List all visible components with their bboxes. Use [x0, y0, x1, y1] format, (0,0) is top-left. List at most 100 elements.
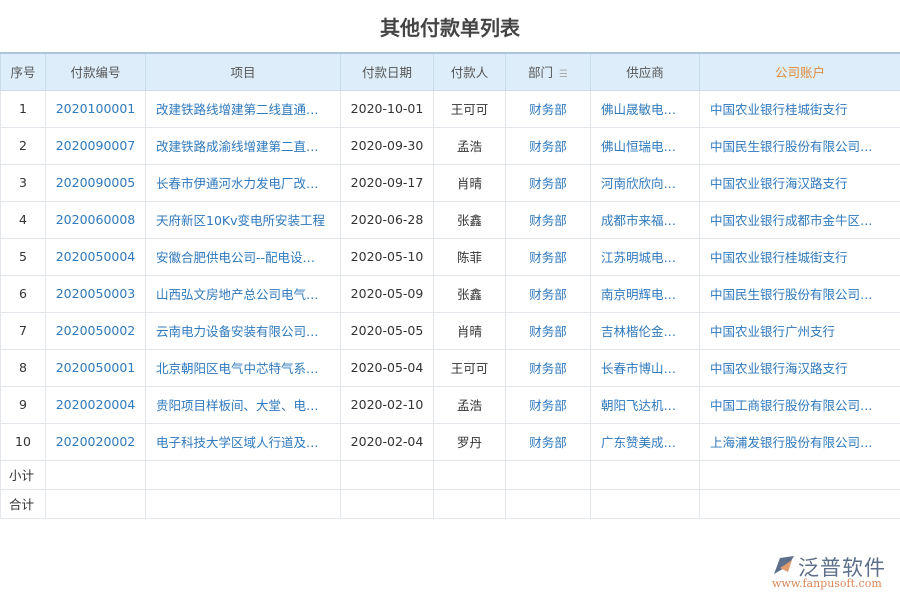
cell-account[interactable]: 中国民生银行股份有限公司…: [699, 126, 900, 165]
col-supplier[interactable]: 供应商: [590, 52, 700, 91]
col-payer[interactable]: 付款人: [433, 52, 506, 91]
cell-index: 7: [0, 311, 46, 350]
col-date[interactable]: 付款日期: [340, 52, 434, 91]
cell-account[interactable]: 中国农业银行海汉路支行: [699, 163, 900, 202]
cell-account[interactable]: 中国农业银行桂城街支行: [699, 89, 900, 128]
cell-payer: 张鑫: [433, 274, 506, 313]
table-row[interactable]: 8 2020050001 北京朝阳区电气中芯特气系… 2020-05-04 王可可 财务部…: [0, 348, 900, 387]
cell-payment-no[interactable]: 2020060008: [45, 200, 146, 239]
cell-account[interactable]: 中国民生银行股份有限公司…: [699, 274, 900, 313]
cell-department[interactable]: 财务部: [505, 422, 591, 461]
cell-payment-no[interactable]: 2020020002: [45, 422, 146, 461]
cell-payment-no[interactable]: 2020050003: [45, 274, 146, 313]
cell-department[interactable]: 财务部: [505, 348, 591, 387]
col-index[interactable]: 序号: [0, 52, 46, 91]
col-account[interactable]: 公司账户: [699, 52, 900, 91]
cell-supplier[interactable]: 朝阳飞达机…: [590, 385, 700, 424]
cell-project[interactable]: 长春市伊通河水力发电厂改…: [145, 163, 341, 202]
cell-department[interactable]: 财务部: [505, 126, 591, 165]
col-department[interactable]: 部门 ☰: [505, 52, 591, 91]
cell-department[interactable]: 财务部: [505, 163, 591, 202]
cell-project[interactable]: 贵阳项目样板间、大堂、电…: [145, 385, 341, 424]
sort-icon[interactable]: ☰: [559, 69, 568, 81]
cell-payer: 陈菲: [433, 237, 506, 276]
cell-project[interactable]: 山西弘文房地产总公司电气…: [145, 274, 341, 313]
table-row[interactable]: 2 2020090007 改建铁路成渝线增建第二直… 2020-09-30 孟浩 财务部佛…: [0, 126, 900, 165]
total-row-label: 合计: [0, 488, 46, 519]
cell-project[interactable]: 改建铁路线增建第二线直通…: [145, 89, 341, 128]
summary-cell: [433, 459, 506, 490]
cell-project[interactable]: 天府新区10Kv变电所安装工程: [145, 200, 341, 239]
cell-supplier[interactable]: 广东赞美成…: [590, 422, 700, 461]
cell-date: 2020-02-10: [340, 385, 434, 424]
cell-account[interactable]: 中国农业银行桂城街支行: [699, 237, 900, 276]
cell-department[interactable]: 财务部: [505, 200, 591, 239]
logo-mark-icon: [774, 556, 794, 574]
cell-index: 10: [0, 422, 46, 461]
page-title: 其他付款单列表: [380, 16, 520, 40]
cell-supplier[interactable]: 江苏明城电…: [590, 237, 700, 276]
cell-supplier[interactable]: 成都市来福…: [590, 200, 700, 239]
cell-supplier[interactable]: 佛山晟敏电…: [590, 89, 700, 128]
cell-payment-no[interactable]: 2020020004: [45, 385, 146, 424]
table-row[interactable]: 7 2020050002 云南电力设备安装有限公司… 2020-05-05 肖晴 财务部吉…: [0, 311, 900, 350]
cell-index: 9: [0, 385, 46, 424]
cell-account[interactable]: 中国工商银行股份有限公司…: [699, 385, 900, 424]
cell-project[interactable]: 电子科技大学区域人行道及…: [145, 422, 341, 461]
cell-department[interactable]: 财务部: [505, 385, 591, 424]
cell-payer: 王可可: [433, 348, 506, 387]
cell-account[interactable]: 中国农业银行广州支行: [699, 311, 900, 350]
cell-date: 2020-05-09: [340, 274, 434, 313]
cell-index: 5: [0, 237, 46, 276]
summary-cell: [145, 488, 341, 519]
summary-cell: [505, 459, 591, 490]
table-row[interactable]: 1 2020100001 改建铁路线增建第二线直通… 2020-10-01 王可可 财务部…: [0, 89, 900, 128]
table-row[interactable]: 3 2020090005 长春市伊通河水力发电厂改… 2020-09-17 肖晴 财务部河…: [0, 163, 900, 202]
cell-payment-no[interactable]: 2020050002: [45, 311, 146, 350]
summary-cell: [505, 488, 591, 519]
total-row: 合计: [0, 488, 900, 519]
cell-payment-no[interactable]: 2020050001: [45, 348, 146, 387]
cell-supplier[interactable]: 河南欣欣向…: [590, 163, 700, 202]
table-row[interactable]: 10 2020020002 电子科技大学区域人行道及… 2020-02-04 罗丹 财务部…: [0, 422, 900, 461]
cell-payment-no[interactable]: 2020090005: [45, 163, 146, 202]
fanpu-logo: 泛普软件 www.fanpusoft.com: [770, 552, 895, 592]
cell-project[interactable]: 安徽合肥供电公司--配电设…: [145, 237, 341, 276]
table-row[interactable]: 5 2020050004 安徽合肥供电公司--配电设… 2020-05-10 陈菲 财务部…: [0, 237, 900, 276]
cell-payment-no[interactable]: 2020090007: [45, 126, 146, 165]
col-project[interactable]: 项目: [145, 52, 341, 91]
summary-cell: [433, 488, 506, 519]
cell-project[interactable]: 改建铁路成渝线增建第二直…: [145, 126, 341, 165]
cell-payer: 孟浩: [433, 126, 506, 165]
cell-supplier[interactable]: 吉林楷伦金…: [590, 311, 700, 350]
cell-date: 2020-09-30: [340, 126, 434, 165]
logo-url: www.fanpusoft.com: [772, 577, 882, 590]
cell-account[interactable]: 上海浦发银行股份有限公司…: [699, 422, 900, 461]
table-row[interactable]: 6 2020050003 山西弘文房地产总公司电气… 2020-05-09 张鑫 财务部南…: [0, 274, 900, 313]
cell-payment-no[interactable]: 2020050004: [45, 237, 146, 276]
cell-department[interactable]: 财务部: [505, 311, 591, 350]
summary-cell: [590, 459, 700, 490]
cell-department[interactable]: 财务部: [505, 274, 591, 313]
subtotal-row: 小计: [0, 459, 900, 490]
cell-department[interactable]: 财务部: [505, 89, 591, 128]
cell-project[interactable]: 北京朝阳区电气中芯特气系…: [145, 348, 341, 387]
cell-department[interactable]: 财务部: [505, 237, 591, 276]
cell-supplier[interactable]: 佛山恒瑞电…: [590, 126, 700, 165]
cell-account[interactable]: 中国农业银行海汉路支行: [699, 348, 900, 387]
cell-date: 2020-05-04: [340, 348, 434, 387]
summary-cell: [340, 488, 434, 519]
summary-cell: [699, 459, 900, 490]
cell-date: 2020-02-04: [340, 422, 434, 461]
cell-account[interactable]: 中国农业银行成都市金牛区…: [699, 200, 900, 239]
cell-payment-no[interactable]: 2020100001: [45, 89, 146, 128]
cell-supplier[interactable]: 长春市博山…: [590, 348, 700, 387]
cell-supplier[interactable]: 南京明辉电…: [590, 274, 700, 313]
summary-cell: [590, 488, 700, 519]
table-row[interactable]: 4 2020060008 天府新区10Kv变电所安装工程 2020-06-28 张鑫 财务…: [0, 200, 900, 239]
col-payment-no[interactable]: 付款编号: [45, 52, 146, 91]
cell-project[interactable]: 云南电力设备安装有限公司…: [145, 311, 341, 350]
table-row[interactable]: 9 2020020004 贵阳项目样板间、大堂、电… 2020-02-10 孟浩 财务部朝…: [0, 385, 900, 424]
table-header: 序号 付款编号 项目 付款日期 付款人 部门 ☰ 供应商 公司账户: [0, 52, 900, 91]
cell-payer: 肖晴: [433, 163, 506, 202]
